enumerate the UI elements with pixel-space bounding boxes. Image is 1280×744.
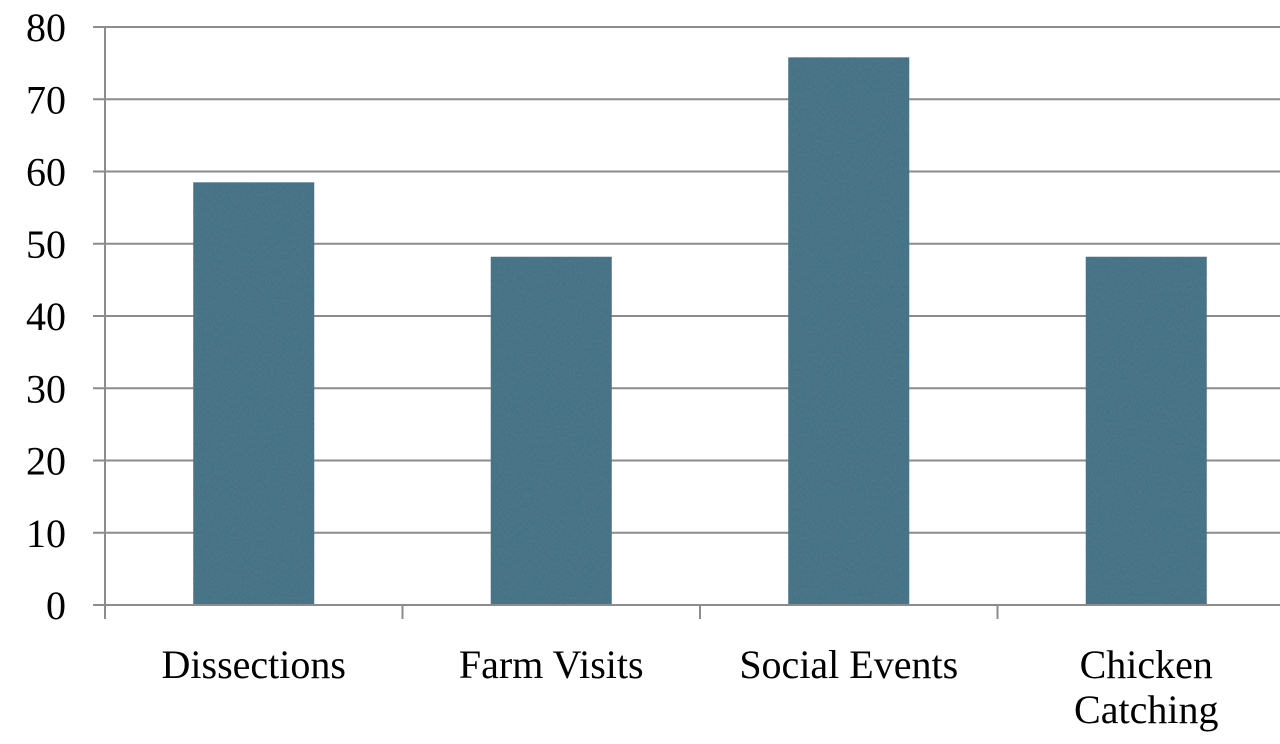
- y-tick-label-20: 20: [26, 439, 66, 484]
- x-category-label-line: Dissections: [162, 642, 346, 687]
- y-tick-label-70: 70: [26, 77, 66, 122]
- x-category-label-line: Catching: [1074, 687, 1218, 732]
- y-tick-label-40: 40: [26, 294, 66, 339]
- x-category-label-farm-visits: Farm Visits: [459, 642, 644, 687]
- bar-dissections: [193, 182, 315, 605]
- y-tick-label-60: 60: [26, 150, 66, 195]
- bar-chicken-catching: [1085, 256, 1207, 605]
- y-tick-label-0: 0: [46, 583, 66, 628]
- y-tick-label-10: 10: [26, 511, 66, 556]
- x-category-label-line: Chicken: [1080, 642, 1213, 687]
- bars: [193, 57, 1207, 606]
- y-tick-label-50: 50: [26, 222, 66, 267]
- bar-farm-visits: [490, 256, 612, 605]
- x-category-label-chicken-catching: Chicken Catching: [1074, 642, 1218, 732]
- x-category-label-line: Farm Visits: [459, 642, 644, 687]
- bar-social-events: [788, 57, 910, 606]
- y-axis-tick-labels: 0 10 20 30 40 50 60 70 80: [26, 5, 66, 628]
- y-tick-label-80: 80: [26, 5, 66, 50]
- y-tick-label-30: 30: [26, 366, 66, 411]
- axes: [104, 27, 1280, 619]
- x-axis-category-labels: Dissections Farm Visits Social Events Chick…: [162, 642, 1219, 732]
- x-category-label-social-events: Social Events: [739, 642, 958, 687]
- x-category-label-dissections: Dissections: [162, 642, 346, 687]
- x-category-label-line: Social Events: [739, 642, 958, 687]
